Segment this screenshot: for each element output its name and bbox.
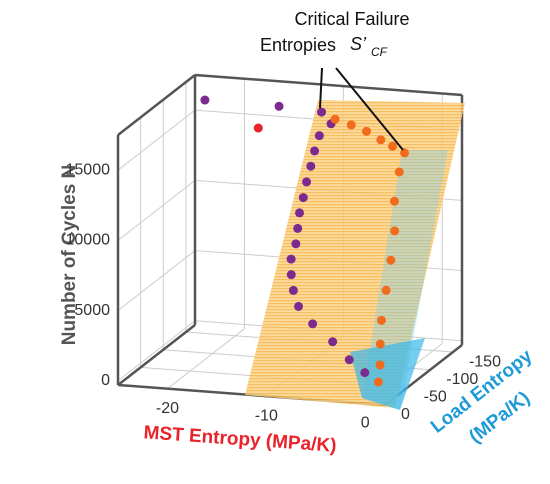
annotation-symbol: S’ <box>350 34 367 54</box>
point <box>376 135 386 145</box>
point <box>400 148 410 158</box>
point <box>274 101 284 111</box>
point <box>310 146 320 156</box>
annotation-subscript: CF <box>371 45 388 59</box>
y-tick-label: -50 <box>424 389 447 406</box>
annotation-line2: Entropies <box>260 35 336 55</box>
y-tick-label: -150 <box>469 353 501 370</box>
point <box>390 226 400 236</box>
blue-plane-lower <box>350 338 425 410</box>
point <box>328 337 338 347</box>
point <box>295 208 305 218</box>
point <box>381 285 391 295</box>
point <box>286 270 296 280</box>
point <box>317 107 327 117</box>
point <box>360 368 370 378</box>
point <box>330 114 340 124</box>
point <box>293 223 303 233</box>
grid-line <box>117 250 196 311</box>
point <box>375 360 385 370</box>
point <box>362 126 372 136</box>
point <box>386 255 396 265</box>
box-edge <box>117 324 196 386</box>
point <box>253 123 263 133</box>
point <box>308 319 318 329</box>
grid-line <box>117 109 196 171</box>
point <box>389 196 399 206</box>
box <box>116 73 464 407</box>
point <box>376 315 386 325</box>
z-axis-label: Number of Cycles N <box>59 165 80 346</box>
point <box>306 161 316 171</box>
x-tick-label: -10 <box>255 407 278 424</box>
box-edge <box>117 74 196 136</box>
point <box>200 95 210 105</box>
grid-line <box>117 179 196 241</box>
annotation-line1: Critical Failure <box>294 9 409 29</box>
point <box>298 193 308 203</box>
orange-plane <box>245 100 465 408</box>
marks <box>200 95 410 387</box>
box-edge <box>194 73 463 97</box>
point <box>294 301 304 311</box>
grid-line <box>117 320 196 382</box>
point <box>373 377 383 387</box>
annotation-arrow <box>319 67 323 109</box>
z-tick-label: 5000 <box>74 302 110 319</box>
x-tick-label: 0 <box>361 415 370 432</box>
z-tick-label: 0 <box>101 372 110 389</box>
point <box>394 167 404 177</box>
z-tick-label: 10000 <box>66 232 111 249</box>
z-tick-label: 15000 <box>66 161 111 178</box>
point <box>344 355 354 365</box>
point <box>286 254 296 264</box>
point <box>346 120 356 130</box>
annotation-arrow <box>335 67 404 151</box>
point <box>288 285 298 295</box>
y-tick-label: 0 <box>401 406 410 423</box>
point <box>302 177 312 187</box>
point <box>375 339 385 349</box>
x-axis-label: MST Entropy (MPa/K) <box>143 422 337 456</box>
x-tick-label: -20 <box>156 400 179 417</box>
y-tick-label: -100 <box>446 371 478 388</box>
point <box>314 131 324 141</box>
grid-line <box>167 328 245 390</box>
point <box>388 141 398 151</box>
point <box>291 239 301 249</box>
